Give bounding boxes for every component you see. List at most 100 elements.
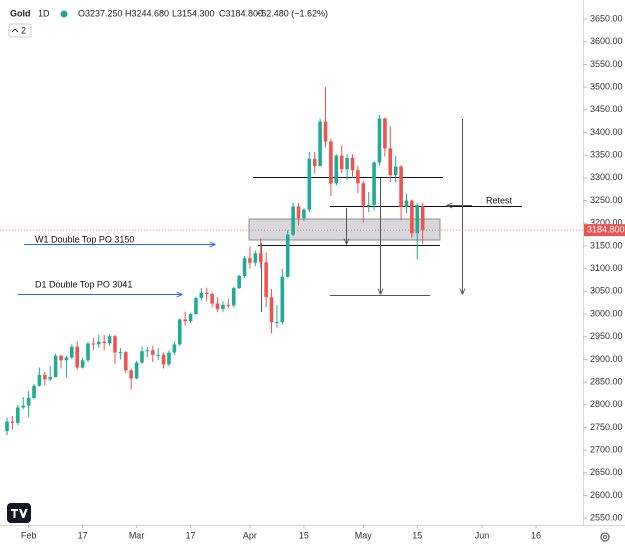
candle-body — [372, 162, 376, 206]
candle-body — [420, 206, 425, 231]
candle-body — [361, 183, 366, 206]
x-tick-label: May — [355, 530, 373, 540]
ohlc-high: H3244.680 — [125, 8, 169, 18]
drawings: W1 Double Top PO 3150 D1 Double Top PO 3… — [18, 119, 522, 312]
candle-body — [80, 360, 85, 368]
candle-body — [118, 352, 123, 354]
candle-body — [37, 374, 42, 386]
x-tick-label: Apr — [243, 530, 257, 540]
candle-body — [323, 121, 328, 142]
candle-body — [199, 292, 204, 299]
y-tick-label: 3150.00 — [590, 240, 623, 250]
x-tick-label: Mar — [129, 530, 145, 540]
tv-logo[interactable] — [7, 503, 31, 523]
candle-body — [96, 341, 101, 345]
y-tick-label: 3550.00 — [590, 59, 623, 69]
chevron-icon — [11, 28, 19, 33]
candle-body — [145, 350, 150, 352]
y-tick-label: 2900.00 — [590, 354, 623, 364]
indicator-toggle[interactable] — [8, 23, 32, 38]
y-tick-label: 3300.00 — [590, 172, 623, 182]
candle-body — [210, 294, 214, 304]
y-tick-label: 2650.00 — [590, 467, 623, 477]
candle-body — [69, 346, 74, 358]
y-tick-label: 3650.00 — [590, 13, 623, 23]
candle-body — [339, 155, 344, 170]
y-tick-label: 2800.00 — [590, 399, 623, 409]
x-tick-label: 17 — [186, 530, 196, 540]
candle-body — [86, 343, 90, 361]
y-tick-label: 2750.00 — [590, 422, 623, 432]
candle-body — [26, 397, 31, 406]
candle-body — [264, 262, 268, 298]
candle-body — [291, 206, 295, 235]
gear-hub — [603, 535, 607, 539]
candle-body — [404, 200, 409, 207]
candle-body — [167, 352, 171, 365]
candle-body — [43, 374, 47, 380]
candle-body — [16, 407, 20, 423]
candle-body — [329, 141, 333, 184]
candle-body — [356, 170, 360, 184]
candle-body — [21, 405, 26, 408]
y-tick-label: 3600.00 — [590, 36, 623, 46]
candle-body — [415, 205, 420, 234]
indicator-count: 2 — [21, 25, 26, 35]
x-tick-label: Feb — [21, 530, 37, 540]
candle-body — [285, 234, 290, 277]
candle-body — [269, 297, 274, 323]
x-tick-label: 16 — [531, 530, 541, 540]
y-tick-label: 2550.00 — [590, 513, 623, 523]
x-tick-label: 15 — [412, 530, 422, 540]
last-price-tag — [584, 224, 625, 237]
ohlc-low: L3154.300 — [172, 8, 215, 18]
candle-body — [231, 288, 236, 306]
symbol: Gold — [10, 8, 31, 18]
candle-body — [377, 118, 382, 163]
candle-body — [64, 357, 69, 361]
candle-body — [204, 292, 209, 295]
ohlc-open: O3237.250 — [78, 8, 123, 18]
settings-icon[interactable] — [600, 532, 610, 542]
candle-body — [215, 303, 220, 310]
interval: 1D — [38, 8, 50, 18]
candle-body — [134, 362, 139, 379]
candle-body — [296, 206, 301, 219]
candle-body — [59, 355, 63, 361]
candle-body — [221, 304, 225, 310]
candle-body — [253, 253, 258, 263]
candle-body — [312, 158, 317, 167]
y-tick-label: 3100.00 — [590, 263, 623, 273]
annotation: Retest — [486, 195, 513, 205]
candles — [5, 87, 425, 436]
status-dot — [60, 10, 68, 18]
candle-body — [53, 355, 58, 378]
y-tick-label: 2600.00 — [590, 490, 623, 500]
candle-body — [307, 158, 312, 210]
candle-body — [258, 253, 263, 263]
change: −52.480 (−1.62%) — [256, 8, 328, 18]
y-tick-label: 3350.00 — [590, 150, 623, 160]
candle-body — [129, 370, 133, 379]
tv-logo-mark — [11, 509, 28, 518]
x-tick-label: Jun — [475, 530, 490, 540]
y-tick-label: 2950.00 — [590, 331, 623, 341]
candle-body — [194, 298, 198, 315]
candle-body — [177, 319, 182, 345]
x-tick-label: 17 — [78, 530, 88, 540]
candle-body — [383, 118, 387, 149]
candle-body — [48, 377, 53, 380]
y-tick-label: 3200.00 — [590, 218, 623, 228]
candle-body — [275, 322, 279, 324]
candle-body — [226, 304, 231, 306]
x-tick-label: 15 — [299, 530, 309, 540]
candle-body — [75, 346, 79, 368]
candle-body — [5, 421, 9, 432]
y-tick-label: 3450.00 — [590, 104, 623, 114]
annotation: W1 Double Top PO 3150 — [35, 234, 134, 244]
candle-body — [102, 341, 106, 344]
candle-body — [302, 209, 306, 219]
y-tick-label: 2850.00 — [590, 376, 623, 386]
